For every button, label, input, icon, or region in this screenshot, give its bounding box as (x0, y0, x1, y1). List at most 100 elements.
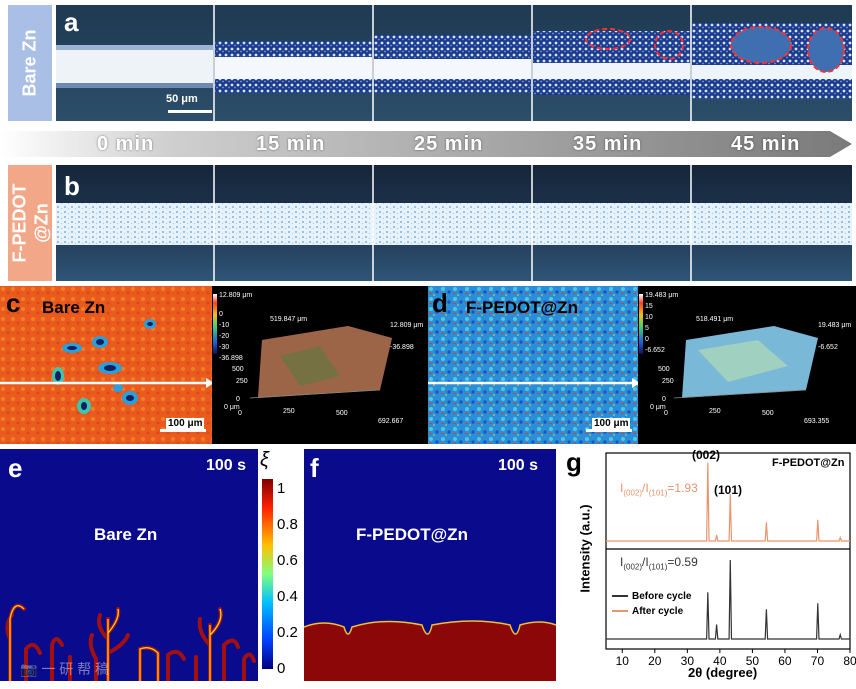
xrd-ylabel: Intensity (a.u.) (577, 504, 593, 593)
frame-15min (215, 41, 372, 93)
panel-d-tick-500: 500 (658, 366, 670, 373)
ratio-before-sub1: (002) (623, 562, 643, 572)
fpedot-row-tag: F-PEDOT @Zn (8, 165, 52, 281)
panel-f-title: F-PEDOT@Zn (356, 525, 468, 544)
panel-d-scale-label: 100 μm (592, 418, 631, 429)
panel-letter-a: a (64, 7, 79, 37)
panel-letter-e: e (8, 453, 23, 483)
xi-tick-1: 1 (277, 480, 286, 497)
panel-d: d F-PEDOT@Zn 100 μm 19.483 μm 15 10 5 0 … (428, 286, 856, 444)
xi-symbol: ξ (260, 449, 269, 471)
frame-35min (533, 28, 690, 95)
panel-c-tick-250x: 250 (283, 408, 295, 415)
cb-c-1: 0 (219, 311, 223, 318)
panel-c-dim-0: 519.847 μm (270, 316, 308, 323)
scale-bar-a (168, 110, 212, 113)
panel-e-time: 100 s (206, 457, 247, 474)
time-label-0: 0 min (97, 133, 155, 155)
row-b-label-line1: F-PEDOT (9, 183, 29, 263)
series-before-cycle (606, 559, 850, 640)
panel-e: e 100 s Bare Zn 📷 一 研 帮 稿 ξ 1 0.8 0.6 0.… (0, 449, 300, 683)
panel-c-dim-2: -36.898 (390, 344, 414, 351)
frame-45min (692, 23, 852, 99)
cb-d-2: 10 (645, 314, 653, 321)
legend: Before cycle After cycle (612, 589, 691, 619)
panel-d-colorbar-ticks: 19.483 μm 15 10 5 0 -6.652 (645, 290, 678, 356)
panel-c-tick-0a: 0 (236, 396, 240, 403)
time-label-25: 25 min (414, 133, 484, 155)
row-a-frames: a 50 μm (56, 5, 852, 121)
panel-letter-f: f (310, 453, 319, 483)
dendrite-marker (585, 28, 631, 50)
row-b-micrographs (56, 165, 852, 281)
legend-after: After cycle (612, 604, 691, 619)
panel-c-tick-250: 250 (236, 378, 248, 385)
x-tick-label: 40 (713, 654, 727, 668)
cb-d-1: 15 (645, 303, 653, 310)
row-b-label-line2: @Zn (31, 203, 51, 243)
panel-f: f 100 s F-PEDOT@Zn (303, 449, 557, 681)
row-a-label: Bare Zn (20, 29, 40, 97)
time-label-35: 35 min (573, 133, 643, 155)
cb-c-5: -36.898 (219, 355, 243, 362)
ratio-after-mid: /I (642, 481, 649, 495)
cb-c-0: 12.809 μm (219, 292, 253, 299)
panel-e-title: Bare Zn (94, 525, 158, 544)
x-tick-label: 10 (616, 654, 630, 668)
cb-c-3: -20 (219, 333, 230, 340)
cb-d-3: 5 (645, 325, 649, 332)
panel-c-scale-label: 100 μm (166, 418, 205, 429)
panel-d-title: F-PEDOT@Zn (466, 298, 578, 317)
xi-tick-0.4: 0.4 (277, 588, 298, 605)
series-after-cycle (606, 462, 850, 542)
panel-e-watermark: 📷 一 研 帮 稿 (20, 661, 109, 677)
legend-before-label: Before cycle (632, 591, 692, 602)
panel-c-title: Bare Zn (42, 298, 106, 317)
panel-c-dim-1: 12.809 μm (390, 322, 424, 329)
x-tick-label: 60 (778, 654, 792, 668)
panel-d-tick-250: 250 (662, 378, 674, 385)
x-tick-label: 30 (681, 654, 695, 668)
scale-bar-label-a: 50 μm (166, 93, 198, 105)
dendrite-marker (807, 27, 845, 73)
cb-d-5: -6.652 (645, 347, 665, 354)
ratio-after-sub1: (002) (623, 488, 643, 498)
legend-before: Before cycle (612, 589, 691, 604)
panel-f-graphic (303, 449, 557, 681)
peak-label-101: (101) (714, 483, 743, 497)
panel-c-tick-0b: 0 (238, 410, 242, 417)
panel-d-dim-0: 518.491 μm (696, 316, 734, 323)
x-tick-label: 70 (811, 654, 825, 668)
panel-c-tick-500x: 500 (336, 410, 348, 417)
ratio-before-value: =0.59 (667, 555, 698, 569)
ratio-before-i: I (620, 555, 624, 569)
panel-d-tick-500x: 500 (762, 410, 774, 417)
xrd-xlabel: 2θ (degree) (688, 665, 758, 680)
peak-label-002: (002) (692, 448, 721, 462)
xrd-chart: 10 20 30 40 50 60 70 80 (605, 452, 856, 668)
xi-tick-0: 0 (277, 660, 286, 677)
ratio-after-value: =1.93 (667, 481, 698, 495)
panel-c-dim-3: 692.667 (378, 418, 404, 425)
plot-frame (605, 452, 851, 650)
panel-letter-g: g (566, 447, 582, 477)
ratio-before-mid: /I (642, 555, 649, 569)
panel-f-time: 100 s (498, 457, 539, 474)
timeline-arrow (0, 125, 856, 163)
panel-d-tick-0a: 0 (662, 396, 666, 403)
bare-zn-row-tag: Bare Zn (8, 5, 52, 121)
row-a-micrographs (56, 5, 852, 121)
panel-letter-b: b (64, 171, 80, 201)
row-b-label: F-PEDOT @Zn (8, 184, 52, 263)
ratio-before-sub2: (101) (648, 562, 668, 572)
x-tick-label: 50 (746, 654, 760, 668)
time-label-45: 45 min (731, 133, 801, 155)
panel-letter-c: c (6, 288, 21, 318)
corrosion-pits (52, 319, 156, 414)
panel-d-tick-0um: 0 μm (650, 404, 666, 411)
ratio-after-sub2: (101) (648, 488, 668, 498)
x-tick-label: 20 (648, 654, 662, 668)
frame-0min (56, 45, 213, 88)
x-tick-label: 80 (843, 654, 856, 668)
dendrite-marker (730, 26, 792, 64)
